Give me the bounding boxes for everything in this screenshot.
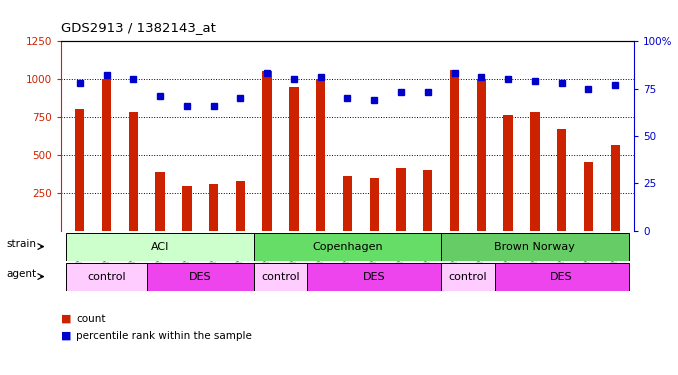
Bar xyxy=(146,262,254,291)
Text: control: control xyxy=(449,272,487,282)
Bar xyxy=(610,145,620,231)
Bar xyxy=(495,262,629,291)
Bar xyxy=(557,129,566,231)
Bar xyxy=(155,171,165,231)
Bar xyxy=(370,178,379,231)
Bar xyxy=(254,262,307,291)
Text: ■: ■ xyxy=(61,314,71,324)
Bar xyxy=(102,79,111,231)
Bar xyxy=(129,112,138,231)
Text: percentile rank within the sample: percentile rank within the sample xyxy=(76,331,252,340)
Bar xyxy=(236,181,245,231)
Text: ACI: ACI xyxy=(151,242,170,252)
Bar xyxy=(262,71,272,231)
Bar xyxy=(182,186,191,231)
Text: Brown Norway: Brown Norway xyxy=(494,242,576,252)
Bar xyxy=(66,232,254,261)
Bar xyxy=(254,232,441,261)
Bar xyxy=(66,262,146,291)
Text: DES: DES xyxy=(363,272,386,282)
Text: GDS2913 / 1382143_at: GDS2913 / 1382143_at xyxy=(61,21,216,34)
Bar xyxy=(75,110,85,231)
Text: Copenhagen: Copenhagen xyxy=(312,242,383,252)
Text: DES: DES xyxy=(551,272,573,282)
Text: count: count xyxy=(76,314,106,324)
Text: ■: ■ xyxy=(61,331,71,340)
Bar xyxy=(584,162,593,231)
Bar xyxy=(290,87,298,231)
Bar xyxy=(530,112,540,231)
Bar xyxy=(316,79,325,231)
Bar xyxy=(423,170,433,231)
Text: control: control xyxy=(261,272,300,282)
Bar xyxy=(450,70,459,231)
Text: control: control xyxy=(87,272,126,282)
Bar xyxy=(477,79,486,231)
Bar xyxy=(441,262,495,291)
Bar xyxy=(397,168,405,231)
Text: strain: strain xyxy=(7,239,37,249)
Bar xyxy=(441,232,629,261)
Bar xyxy=(343,176,352,231)
Bar xyxy=(307,262,441,291)
Text: agent: agent xyxy=(7,269,37,279)
Bar xyxy=(209,184,218,231)
Bar xyxy=(504,116,513,231)
Text: DES: DES xyxy=(189,272,212,282)
